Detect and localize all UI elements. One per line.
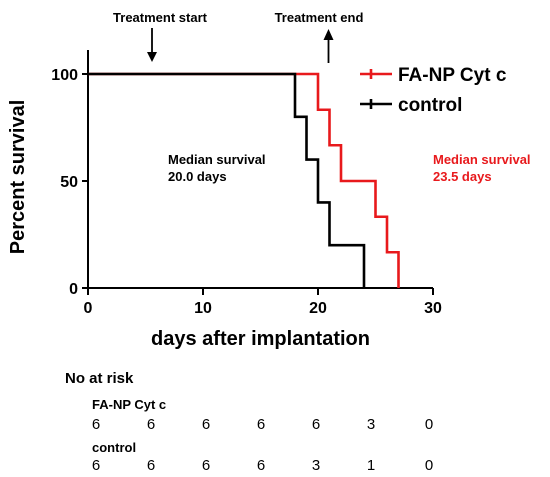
legend-label: control: [398, 95, 462, 116]
x-tick-label: 0: [84, 300, 93, 317]
risk-value: 6: [91, 416, 101, 433]
risk-table-title: No at risk: [65, 370, 134, 387]
risk-value: 0: [424, 457, 434, 474]
axes: 0 50 100 0 10 20 30 days after implantation Perc…: [7, 50, 442, 350]
series-layer: [88, 72, 400, 288]
risk-value: 3: [311, 457, 321, 474]
y-axis-label: Percent survival: [7, 100, 29, 255]
x-tick-label: 10: [194, 300, 212, 317]
risk-row-fa-np: 6 6 6 6 6 3 0: [0, 416, 550, 436]
risk-value: 6: [256, 457, 266, 474]
x-tick-label: 20: [309, 300, 327, 317]
legend: FA-NP Cyt c control: [360, 65, 507, 116]
risk-value: 1: [366, 457, 376, 474]
series-line-0: [88, 72, 400, 288]
y-tick-label: 0: [69, 281, 78, 298]
risk-value: 6: [146, 457, 156, 474]
down-arrow-icon: [147, 52, 157, 62]
risk-group-label: control: [92, 440, 137, 455]
risk-value: 6: [311, 416, 321, 433]
treatment-start-label: Treatment start: [113, 10, 208, 25]
risk-value: 6: [91, 457, 101, 474]
median-control-text: 20.0 days: [168, 169, 227, 184]
median-fa-text: Median survival: [433, 152, 531, 167]
risk-value: 6: [146, 416, 156, 433]
y-tick-label: 50: [60, 174, 78, 191]
treatment-end-label: Treatment end: [275, 10, 364, 25]
x-axis-label: days after implantation: [151, 328, 370, 350]
annotations: Treatment start Treatment end Median survi…: [113, 10, 531, 184]
risk-value: 0: [424, 416, 434, 433]
risk-row-control: 6 6 6 6 3 1 0: [0, 457, 550, 477]
series-line-1: [88, 72, 366, 288]
up-arrow-icon: [323, 29, 334, 40]
median-control-text: Median survival: [168, 152, 266, 167]
risk-value: 3: [366, 416, 376, 433]
risk-value: 6: [256, 416, 266, 433]
y-tick-label: 100: [51, 67, 78, 84]
survival-chart: 0 50 100 0 10 20 30 days after implantation Perc…: [7, 10, 531, 350]
median-fa-text: 23.5 days: [433, 169, 492, 184]
risk-value: 6: [201, 416, 211, 433]
x-tick-label: 30: [424, 300, 442, 317]
risk-value: 6: [201, 457, 211, 474]
risk-group-label: FA-NP Cyt c: [92, 397, 167, 412]
legend-label: FA-NP Cyt c: [398, 65, 507, 86]
